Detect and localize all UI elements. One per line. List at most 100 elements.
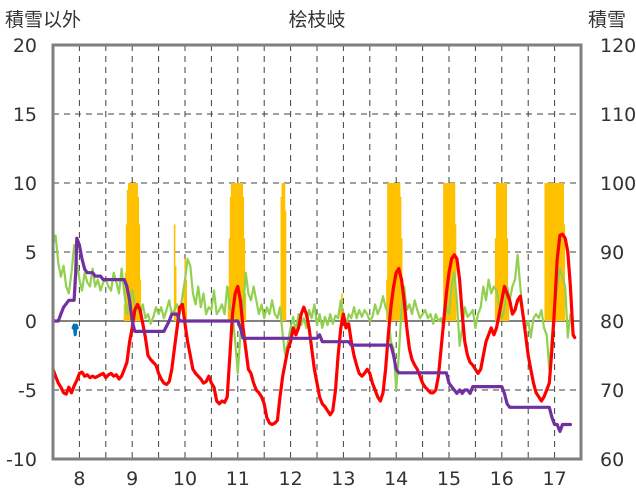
- precip-bar: [446, 183, 448, 321]
- y-left-tick-label: -10: [6, 449, 37, 471]
- precip-bar: [551, 183, 554, 321]
- precip-bar: [139, 279, 142, 321]
- precip-bar: [281, 183, 284, 321]
- right-axis-label: 積雪: [588, 9, 626, 31]
- precip-bar: [386, 279, 388, 321]
- precip-bar: [134, 183, 136, 321]
- red-series-line: [51, 232, 577, 427]
- precip-bar: [503, 183, 505, 321]
- precip-bar: [447, 183, 449, 321]
- precip-bar: [550, 183, 553, 321]
- precip-bar: [183, 286, 185, 321]
- precip-bar: [387, 183, 389, 321]
- y-right-tick-label: 80: [600, 311, 624, 333]
- precip-bar: [240, 183, 242, 321]
- precip-bar: [544, 183, 547, 321]
- precip-bar: [502, 183, 504, 321]
- precip-bar: [393, 183, 396, 321]
- x-tick-label: 9: [126, 468, 138, 490]
- precip-bar: [133, 183, 135, 321]
- precip-bar: [507, 293, 510, 321]
- snow-depth-line: [51, 236, 572, 433]
- y-right-tick-label: 120: [600, 35, 636, 57]
- precip-bar: [563, 224, 566, 321]
- precip-bar: [131, 183, 133, 321]
- precip-bar: [552, 183, 555, 321]
- precip-bar: [231, 183, 234, 321]
- x-tick-label: 17: [543, 468, 567, 490]
- y-left-tick-label: 5: [25, 242, 37, 264]
- precip-bar: [238, 183, 240, 321]
- precip-bar: [545, 183, 548, 321]
- precip-bar: [495, 183, 498, 321]
- precip-bar: [452, 183, 455, 321]
- precip-bar: [443, 183, 445, 321]
- precip-bar: [280, 196, 283, 321]
- precip-bar: [397, 183, 400, 321]
- precip-bar: [232, 183, 235, 321]
- precip-bar: [388, 183, 390, 321]
- precip-bar: [395, 183, 398, 321]
- x-tick-label: 10: [173, 468, 197, 490]
- precip-bar: [128, 183, 131, 321]
- precip-bar: [239, 183, 241, 321]
- precip-bar: [546, 183, 549, 321]
- precip-bar: [561, 183, 563, 321]
- precip-bar: [282, 183, 285, 321]
- precip-bar: [392, 183, 395, 321]
- precip-bar: [559, 183, 561, 321]
- precip-bar: [496, 183, 499, 321]
- y-right-tick-label: 70: [600, 380, 624, 402]
- precip-bar: [130, 183, 132, 321]
- precip-bar: [444, 183, 446, 321]
- precip-bar: [237, 183, 239, 321]
- precip-bar: [126, 189, 129, 321]
- x-tick-label: 14: [384, 468, 408, 490]
- precip-bar: [504, 183, 506, 321]
- y-right-tick-label: 60: [600, 449, 624, 471]
- precip-bar: [501, 183, 503, 321]
- x-tick-label: 13: [331, 468, 355, 490]
- x-tick-label: 15: [437, 468, 461, 490]
- y-left-tick-label: 0: [25, 311, 37, 333]
- precip-bar: [494, 238, 497, 321]
- x-tick-label: 11: [226, 468, 250, 490]
- precip-bar: [500, 183, 502, 321]
- precip-bar: [230, 183, 233, 321]
- plot-frame: [51, 43, 583, 461]
- precip-bar: [555, 183, 557, 321]
- precip-bar: [451, 183, 454, 321]
- left-axis-label: 積雪以外: [5, 9, 81, 31]
- y-right-tick-label: 100: [600, 173, 636, 195]
- precip-bar: [125, 224, 128, 321]
- precip-bar: [454, 224, 457, 321]
- precip-bar: [499, 183, 501, 321]
- precip-bar: [137, 196, 139, 321]
- precip-bar: [123, 304, 126, 321]
- precip-bar: [548, 183, 551, 321]
- precip-bar: [498, 183, 500, 321]
- precip-bar: [391, 183, 393, 321]
- precip-bar: [228, 238, 231, 321]
- x-tick-label: 16: [490, 468, 514, 490]
- precip-bar: [174, 265, 177, 321]
- precip-bar: [136, 183, 138, 321]
- series-layer: [51, 183, 577, 433]
- y-left-tick-label: -5: [18, 380, 37, 402]
- precip-bar: [135, 183, 137, 321]
- precip-bar: [132, 183, 134, 321]
- precip-bar: [506, 238, 509, 321]
- precip-bar: [244, 293, 247, 321]
- precip-bar: [236, 183, 238, 321]
- precip-bar: [185, 279, 188, 321]
- precip-bar: [562, 183, 565, 321]
- precip-bar: [450, 183, 453, 321]
- precip-bar: [234, 183, 236, 321]
- precip-bar: [448, 183, 450, 321]
- precip-bar: [505, 183, 508, 321]
- precip-bar: [399, 196, 402, 321]
- y-left-tick-labels: 20 15 10 5 0 -5 -10: [6, 35, 37, 471]
- precip-bar: [241, 183, 244, 321]
- x-tick-labels: 8 9 10 11 12 13 14 15 16 17: [73, 468, 566, 490]
